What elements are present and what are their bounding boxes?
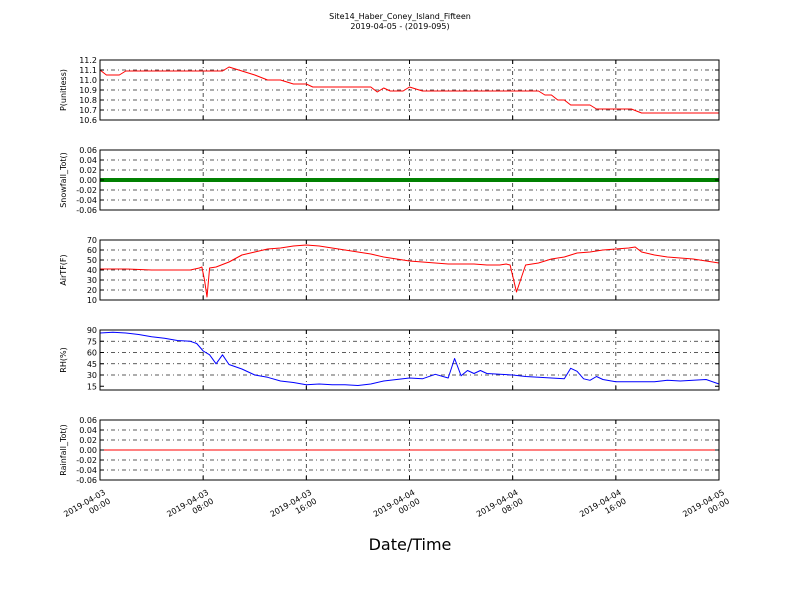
figure-subtitle: 2019-04-05 - (2019-095) [350,22,449,31]
y-axis-label: P(unitless) [59,69,68,111]
y-tick-label: 90 [87,326,97,335]
y-tick-label: -0.04 [76,466,97,475]
y-tick-label: 11.0 [79,76,97,85]
y-tick-label: 11.2 [79,56,97,65]
x-tick-label: 2019-04-0408:00 [475,488,525,528]
series-line [99,66,719,114]
panel-2: -0.06-0.04-0.020.000.020.040.06 Snowfall_… [59,146,720,215]
x-axis-tick-labels: 2019-04-0300:00 2019-04-0308:00 2019-04-03… [62,488,731,528]
y-tick-label: 75 [87,337,97,346]
y-tick-label: 10 [87,296,97,305]
y-tick-label: 70 [87,236,97,245]
y-tick-label: 0.04 [79,156,97,165]
y-tick-label: 30 [87,276,97,285]
y-tick-label: 11.1 [79,66,97,75]
series-line [100,244,720,298]
y-tick-label: -0.02 [76,456,97,465]
y-tick-label: 0.02 [79,166,97,175]
y-axis-label: RH(%) [59,347,68,372]
y-tick-label: -0.06 [76,476,97,485]
y-tick-label: 20 [87,286,97,295]
y-tick-label: 15 [87,382,97,391]
y-tick-label: 0.00 [79,176,97,185]
y-tick-label: 60 [87,349,97,358]
x-axis-label: Date/Time [369,535,452,554]
y-tick-label: -0.02 [76,186,97,195]
y-tick-label: 10.6 [79,116,97,125]
y-tick-label: 40 [87,266,97,275]
y-axis-label: AirTF(F) [59,254,68,285]
y-tick-label: 50 [87,256,97,265]
chart-panels: 10.610.710.810.911.011.111.2 P(unitless) -… [59,56,720,485]
panel-1: 10.610.710.810.911.011.111.2 P(unitless) [59,56,720,125]
x-tick-label: 2019-04-0300:00 [62,488,112,528]
y-tick-label: 0.02 [79,436,97,445]
panel-5: -0.06-0.04-0.020.000.020.040.06 Rainfall_… [59,416,720,485]
y-tick-label: 10.8 [79,96,97,105]
y-tick-label: 0.04 [79,426,97,435]
y-tick-label: 0.06 [79,146,97,155]
x-tick-label: 2019-04-0400:00 [372,488,422,528]
y-tick-label: 45 [87,360,97,369]
x-tick-label: 2019-04-0500:00 [681,488,731,528]
y-tick-label: 0.00 [79,446,97,455]
series-line [99,331,720,386]
figure-title: Site14_Haber_Coney_Island_Fifteen [329,12,471,21]
x-tick-label: 2019-04-0416:00 [578,488,628,528]
y-tick-label: -0.06 [76,206,97,215]
y-axis-label: Snowfall_Tot() [59,152,68,208]
x-tick-label: 2019-04-0308:00 [165,488,215,528]
y-tick-label: 10.9 [79,86,97,95]
y-tick-label: 10.7 [79,106,97,115]
y-axis-label: Rainfall_Tot() [59,424,68,476]
x-tick-label: 2019-04-0316:00 [269,488,319,528]
y-tick-label: 0.06 [79,416,97,425]
y-tick-label: 30 [87,371,97,380]
y-tick-label: -0.04 [76,196,97,205]
y-tick-label: 60 [87,246,97,255]
panel-4: 15 30 45 60 75 90 RH(%) [59,326,720,391]
